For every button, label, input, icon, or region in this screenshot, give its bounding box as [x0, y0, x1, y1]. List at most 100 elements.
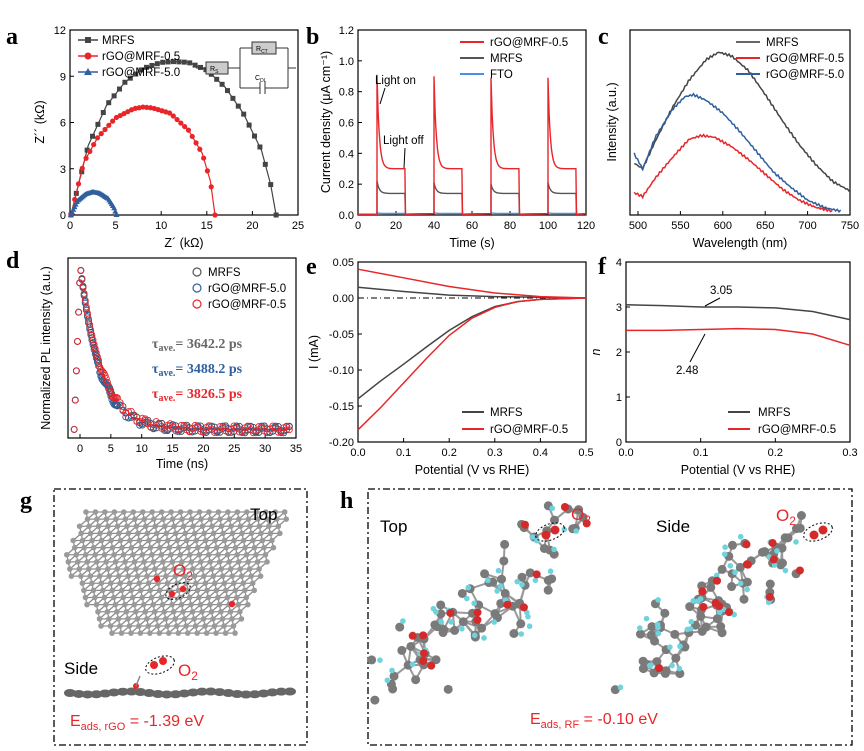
carbon-atom [128, 544, 135, 551]
x-tick-label: 0 [67, 220, 73, 232]
x-tick-label: 0 [355, 220, 361, 232]
eis-point-mrfs [176, 59, 182, 65]
eis-point-mrfs [111, 93, 117, 99]
y-tick-label: 0.2 [339, 179, 354, 191]
carbon-atom [182, 573, 188, 579]
carbon-atom [210, 530, 217, 537]
carbon-atom [220, 530, 226, 537]
carbon-atom [406, 641, 416, 651]
annotation-3-05: 3.05 [710, 285, 732, 297]
carbon-atom [177, 551, 184, 558]
side-carbon-atom [160, 690, 173, 699]
panel-label-b: b [306, 24, 319, 50]
y-tick-label: 1 [616, 392, 622, 404]
panel-e-xlabel: Potential (V vs RHE) [415, 463, 530, 477]
panel-d-trpl: 0 5 10 15 20 25 30 35 Time (ns) Normalized PL i… [39, 257, 302, 471]
panel-g-top-label: Top [250, 505, 277, 524]
rf-molecule-top [367, 501, 591, 705]
carbon-atom [71, 544, 78, 551]
hydrogen-atom [534, 537, 540, 544]
carbon-atom [215, 551, 221, 558]
carbon-atom [130, 509, 137, 515]
carbon-atom [201, 573, 207, 579]
carbon-atom [143, 523, 149, 530]
carbon-atom [201, 530, 207, 537]
carbon-atom [706, 582, 716, 592]
oxygen-atom [153, 575, 161, 583]
circuit-rct: RCT [256, 46, 268, 55]
carbon-atom [165, 537, 171, 544]
eis-point-rgo05 [201, 155, 207, 161]
carbon-atom [114, 566, 120, 572]
annotation-light-off: Light off [383, 135, 425, 147]
carbon-atom [574, 505, 584, 515]
carbon-atom [395, 622, 405, 632]
carbon-atom [792, 524, 802, 534]
hydrogen-atom [448, 619, 454, 625]
hydrogen-atom [526, 623, 533, 630]
eis-point-mrfs [122, 79, 128, 85]
oxygen-atom [582, 519, 591, 528]
eis-point-rgo50 [71, 204, 78, 210]
panel-c-pl-spectra: 500 550 600 650 700 750 Wavelength (nm) Inten… [605, 29, 859, 250]
carbon-atom [172, 573, 179, 579]
carbon-atom [126, 623, 133, 629]
carbon-atom [163, 530, 170, 537]
y-tick-label: 0.05 [333, 257, 354, 269]
carbon-atom [509, 628, 519, 638]
carbon-atom [78, 573, 84, 579]
hydrogen-atom [727, 563, 734, 569]
trpl-point [116, 399, 124, 407]
trpl-point [90, 340, 98, 348]
y-tick-label: 9 [60, 71, 66, 83]
carbon-atom [134, 616, 141, 622]
y-tick-label: 1.2 [339, 25, 354, 37]
carbon-atom [182, 530, 189, 537]
carbon-atom [116, 530, 122, 537]
carbon-atom [169, 601, 175, 608]
hydrogen-atom [667, 644, 673, 650]
eis-point-mrfs [273, 212, 279, 218]
carbon-atom [117, 623, 123, 629]
carbon-atom [207, 559, 214, 565]
legend-e-rgo05: rGO@MRF-0.5 [490, 424, 568, 436]
carbon-atom [239, 530, 245, 537]
carbon-atom [144, 573, 150, 579]
carbon-atom [215, 509, 222, 515]
carbon-atom [216, 601, 223, 608]
carbon-atom [178, 601, 185, 608]
carbon-atom [104, 566, 111, 572]
carbon-atom [238, 573, 245, 579]
eis-point-rgo05 [106, 122, 112, 128]
panel-a-ylabel: Z´´ (kΩ) [33, 100, 47, 143]
carbon-atom [228, 523, 234, 530]
x-tick-label: 60 [466, 220, 478, 232]
eis-point-rgo05 [140, 104, 146, 110]
carbon-atom [261, 544, 267, 551]
x-tick-label: 5 [113, 220, 119, 232]
carbon-atom [95, 523, 102, 530]
eis-point-mrfs [252, 133, 258, 139]
oxygen-atom [521, 520, 530, 529]
carbon-atom [115, 573, 122, 579]
legend-e-mrfs: MRFS [490, 407, 523, 419]
panel-a-xlabel: Z´ (kΩ) [164, 236, 203, 250]
oxygen-atom [419, 657, 428, 666]
hydrogen-atom [655, 624, 661, 631]
x-tick-label: 0.0 [350, 447, 365, 459]
carbon-atom [262, 551, 269, 558]
carbon-atom [98, 623, 104, 629]
carbon-atom [112, 601, 119, 608]
o2-atom [541, 530, 551, 540]
carbon-atom [411, 675, 421, 685]
side-carbon-atom [240, 690, 252, 699]
carbon-atom [183, 580, 190, 587]
carbon-atom [120, 594, 127, 601]
carbon-atom [180, 566, 187, 572]
carbon-atom [283, 516, 290, 522]
carbon-atom [765, 579, 775, 589]
carbon-atom [185, 544, 192, 551]
y-tick-label: 0.8 [339, 87, 354, 99]
hydrogen-atom [648, 662, 654, 668]
